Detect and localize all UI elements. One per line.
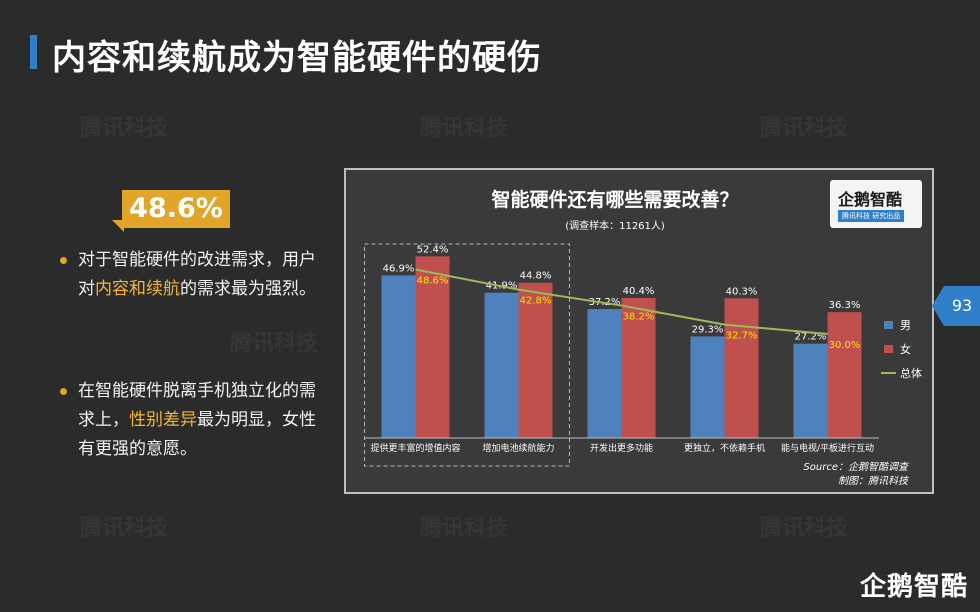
chart-credit: 制图：腾讯科技 [838,475,910,487]
footer-logo: 企鹅智酷 [860,572,969,602]
bar-chart: 智能硬件还有哪些需要改善？(调查样本：11261人)46.9%41.9%37.2… [364,188,922,487]
chart-title: 智能硬件还有哪些需要改善？ [491,188,738,211]
bullet-text: 在智能硬件脱离手机独立化的需求上，性别差异最为明显，女性有更强的意愿。 [78,377,330,464]
legend-label: 总体 [900,366,922,380]
bullet-highlight: 内容和续航 [95,279,180,299]
watermark: 腾讯科技 [230,331,319,356]
watermark: 腾讯科技 [420,516,509,541]
legend-label: 女 [900,342,911,356]
bar-male [484,292,519,438]
bullet-1: 对于智能硬件的改进需求，用户对内容和续航的需求最为强烈。 [60,246,330,304]
watermark: 腾讯科技 [80,116,169,141]
legend-swatch [884,321,893,329]
bullet-dot [60,257,67,264]
page-number-tip [932,286,944,326]
watermark: 腾讯科技 [80,516,169,541]
highlight-badge-tail [112,220,124,232]
brand-logo-box: 企鹅智酷 腾讯科技 研究出品 [830,180,922,228]
data-label: 36.3% [829,300,861,311]
bar-male [381,275,416,438]
bar-female [415,256,450,438]
page-number: 93 [951,296,973,315]
watermark: 腾讯科技 [420,116,509,141]
bullet-highlight: 性别差异 [129,410,197,430]
x-tick-label: 能与电视/平板进行互动 [781,442,874,454]
data-label: 40.3% [726,286,758,297]
line-data-label: 42.8% [520,296,552,307]
bullet-text-part: 对于智能硬件的改进需求，用户对 [78,250,316,299]
data-label: 52.4% [417,244,449,255]
bar-female [827,312,862,438]
bar-female [621,297,656,438]
bullet-2: 在智能硬件脱离手机独立化的需求上，性别差异最为明显，女性有更强的意愿。 [60,377,330,464]
chart-source: Source：企鹅智酷调查 [803,461,910,473]
data-label: 46.9% [383,263,415,274]
legend-swatch [884,345,893,353]
line-total [415,268,828,335]
bar-male [690,336,725,438]
bullet-dot [60,388,67,395]
bar-female [724,298,759,438]
x-tick-label: 增加电池续航能力 [482,442,554,454]
watermark: 腾讯科技 [760,516,849,541]
x-tick-label: 提供更丰富的增值内容 [370,442,460,454]
page-title: 内容和续航成为智能硬件的硬伤 [52,38,542,78]
title-accent-bar [30,35,37,69]
bullet-text: 对于智能硬件的改进需求，用户对内容和续航的需求最为强烈。 [78,246,330,304]
bar-male [587,309,622,438]
brand-logo-name: 企鹅智酷 [838,190,903,209]
page-number-badge [944,286,980,326]
bullet-text-part: 最为明显，女性有更强的意愿。 [78,410,316,459]
brand-logo-sub: 腾讯科技 研究出品 [838,210,905,222]
data-label: 44.8% [520,271,552,282]
highlight-box [364,243,570,467]
bullet-text-part: 的需求最为强烈。 [180,279,316,299]
bar-female [518,282,553,438]
line-data-label: 38.2% [623,312,655,323]
bullet-text-part: 在智能硬件脱离手机独立化的需求上， [78,381,316,430]
data-label: 29.3% [692,324,724,335]
bar-male [793,343,828,438]
watermark: 腾讯科技 [760,116,849,141]
legend-label: 男 [900,319,911,332]
line-data-label: 30.0% [829,340,861,351]
line-data-label: 48.6% [417,276,449,287]
data-label: 40.4% [623,286,655,297]
highlight-badge: 48.6% [122,190,230,228]
chart-subtitle: (调查样本：11261人) [565,219,665,232]
x-tick-label: 更独立，不依赖手机 [684,442,765,454]
x-tick-label: 开发出更多功能 [590,442,653,454]
line-data-label: 32.7% [726,331,758,342]
data-label: 27.2% [795,332,827,343]
